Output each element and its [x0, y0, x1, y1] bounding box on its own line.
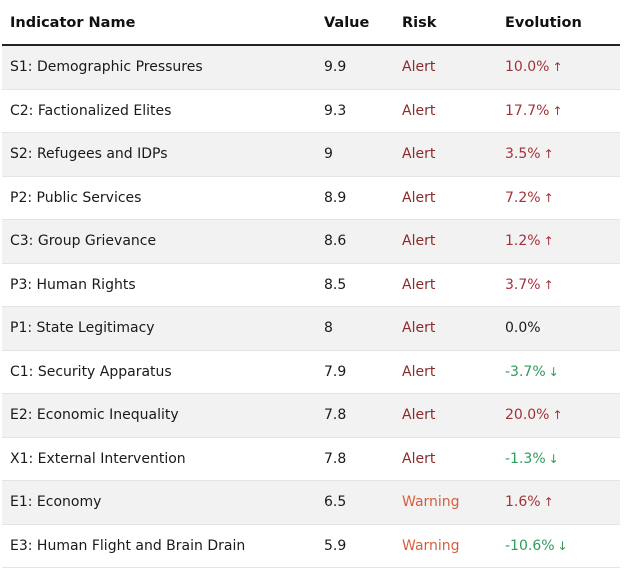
table-row: C1: Security Apparatus 7.9 Alert -3.7% ↓: [2, 351, 620, 394]
table-row: P3: Human Rights 8.5 Alert 3.7% ↑: [2, 264, 620, 307]
table-row: C3: Group Grievance 8.6 Alert 1.2% ↑: [2, 220, 620, 264]
arrow-up-icon: ↑: [552, 103, 563, 118]
arrow-down-icon: ↓: [548, 451, 559, 466]
risk-level: Warning: [402, 537, 460, 554]
evolution-value: -10.6%: [505, 537, 555, 554]
table-row: P1: State Legitimacy 8 Alert 0.0%: [2, 307, 620, 351]
arrow-up-icon: ↑: [552, 60, 563, 75]
evolution-cell: 1.6% ↑: [505, 494, 620, 510]
evolution-value: -1.3%: [505, 450, 546, 467]
table-row: C2: Factionalized Elites 9.3 Alert 17.7% ↑: [2, 90, 620, 133]
evolution-value: 1.6%: [505, 494, 541, 511]
evolution-value: 17.7%: [505, 102, 550, 119]
indicator-value: 8.5: [324, 276, 347, 293]
risk-level: Warning: [402, 494, 460, 511]
arrow-up-icon: ↑: [552, 408, 563, 423]
risk-level: Alert: [402, 363, 436, 380]
table-row: X1: External Intervention 7.8 Alert -1.3% ↓: [2, 438, 620, 481]
arrow-down-icon: ↓: [557, 538, 568, 553]
indicator-value: 7.9: [324, 363, 347, 380]
table-row: E2: Economic Inequality 7.8 Alert 20.0% ↑: [2, 394, 620, 438]
indicator-value: 9.3: [324, 102, 347, 119]
indicator-name: P2: Public Services: [10, 189, 142, 206]
risk-level: Alert: [402, 59, 436, 76]
indicator-value: 5.9: [324, 537, 347, 554]
indicator-value: 8.9: [324, 189, 347, 206]
risk-level: Alert: [402, 146, 436, 163]
table-row: E3: Human Flight and Brain Drain 5.9 Warni…: [2, 525, 620, 568]
indicator-value: 7.8: [324, 407, 347, 424]
arrow-up-icon: ↑: [543, 495, 554, 510]
arrow-up-icon: ↑: [543, 234, 554, 249]
evolution-cell: 0.0%: [505, 320, 620, 336]
evolution-value: 7.2%: [505, 189, 541, 206]
column-header-evolution[interactable]: Evolution: [505, 15, 582, 31]
column-header-name[interactable]: Indicator Name: [10, 15, 136, 31]
indicator-value: 9.9: [324, 59, 347, 76]
indicator-name: E2: Economic Inequality: [10, 407, 179, 424]
evolution-value: 1.2%: [505, 233, 541, 250]
evolution-value: 10.0%: [505, 59, 550, 76]
indicator-name: E1: Economy: [10, 494, 102, 511]
indicator-table: Indicator Name Value Risk Evolution S1: …: [2, 2, 620, 568]
risk-level: Alert: [402, 450, 436, 467]
evolution-value: 20.0%: [505, 407, 550, 424]
risk-level: Alert: [402, 320, 436, 337]
arrow-up-icon: ↑: [543, 277, 554, 292]
indicator-name: S1: Demographic Pressures: [10, 59, 203, 76]
risk-level: Alert: [402, 233, 436, 250]
arrow-up-icon: ↑: [543, 147, 554, 162]
column-header-value[interactable]: Value: [324, 15, 370, 31]
evolution-value: 0.0%: [505, 320, 541, 337]
indicator-name: E3: Human Flight and Brain Drain: [10, 537, 246, 554]
indicator-name: P3: Human Rights: [10, 276, 136, 293]
indicator-name: X1: External Intervention: [10, 450, 186, 467]
indicator-value: 9: [324, 146, 333, 163]
column-header-risk[interactable]: Risk: [402, 15, 437, 31]
evolution-value: 3.5%: [505, 146, 541, 163]
indicator-name: P1: State Legitimacy: [10, 320, 155, 337]
arrow-down-icon: ↓: [548, 364, 559, 379]
evolution-cell: 3.5% ↑: [505, 146, 620, 162]
evolution-cell: -10.6% ↓: [505, 538, 620, 554]
indicator-name: C2: Factionalized Elites: [10, 102, 172, 119]
evolution-cell: 7.2% ↑: [505, 190, 620, 206]
risk-level: Alert: [402, 102, 436, 119]
table-row: S2: Refugees and IDPs 9 Alert 3.5% ↑: [2, 133, 620, 177]
table-row: P2: Public Services 8.9 Alert 7.2% ↑: [2, 177, 620, 220]
evolution-value: 3.7%: [505, 276, 541, 293]
evolution-cell: 10.0% ↑: [505, 59, 620, 75]
evolution-cell: -1.3% ↓: [505, 451, 620, 467]
evolution-cell: 1.2% ↑: [505, 233, 620, 249]
table-body: S1: Demographic Pressures 9.9 Alert 10.0% ↑ C…: [2, 46, 620, 568]
indicator-name: C1: Security Apparatus: [10, 363, 172, 380]
indicator-value: 6.5: [324, 494, 347, 511]
indicator-value: 8: [324, 320, 333, 337]
evolution-value: -3.7%: [505, 363, 546, 380]
table-row: E1: Economy 6.5 Warning 1.6% ↑: [2, 481, 620, 525]
risk-level: Alert: [402, 189, 436, 206]
indicator-value: 7.8: [324, 450, 347, 467]
table-header: Indicator Name Value Risk Evolution: [2, 2, 620, 46]
evolution-cell: 20.0% ↑: [505, 407, 620, 423]
risk-level: Alert: [402, 276, 436, 293]
arrow-up-icon: ↑: [543, 190, 554, 205]
table-row: S1: Demographic Pressures 9.9 Alert 10.0% ↑: [2, 46, 620, 90]
indicator-name: C3: Group Grievance: [10, 233, 157, 250]
indicator-value: 8.6: [324, 233, 347, 250]
risk-level: Alert: [402, 407, 436, 424]
evolution-cell: 3.7% ↑: [505, 277, 620, 293]
evolution-cell: -3.7% ↓: [505, 364, 620, 380]
evolution-cell: 17.7% ↑: [505, 103, 620, 119]
indicator-name: S2: Refugees and IDPs: [10, 146, 168, 163]
